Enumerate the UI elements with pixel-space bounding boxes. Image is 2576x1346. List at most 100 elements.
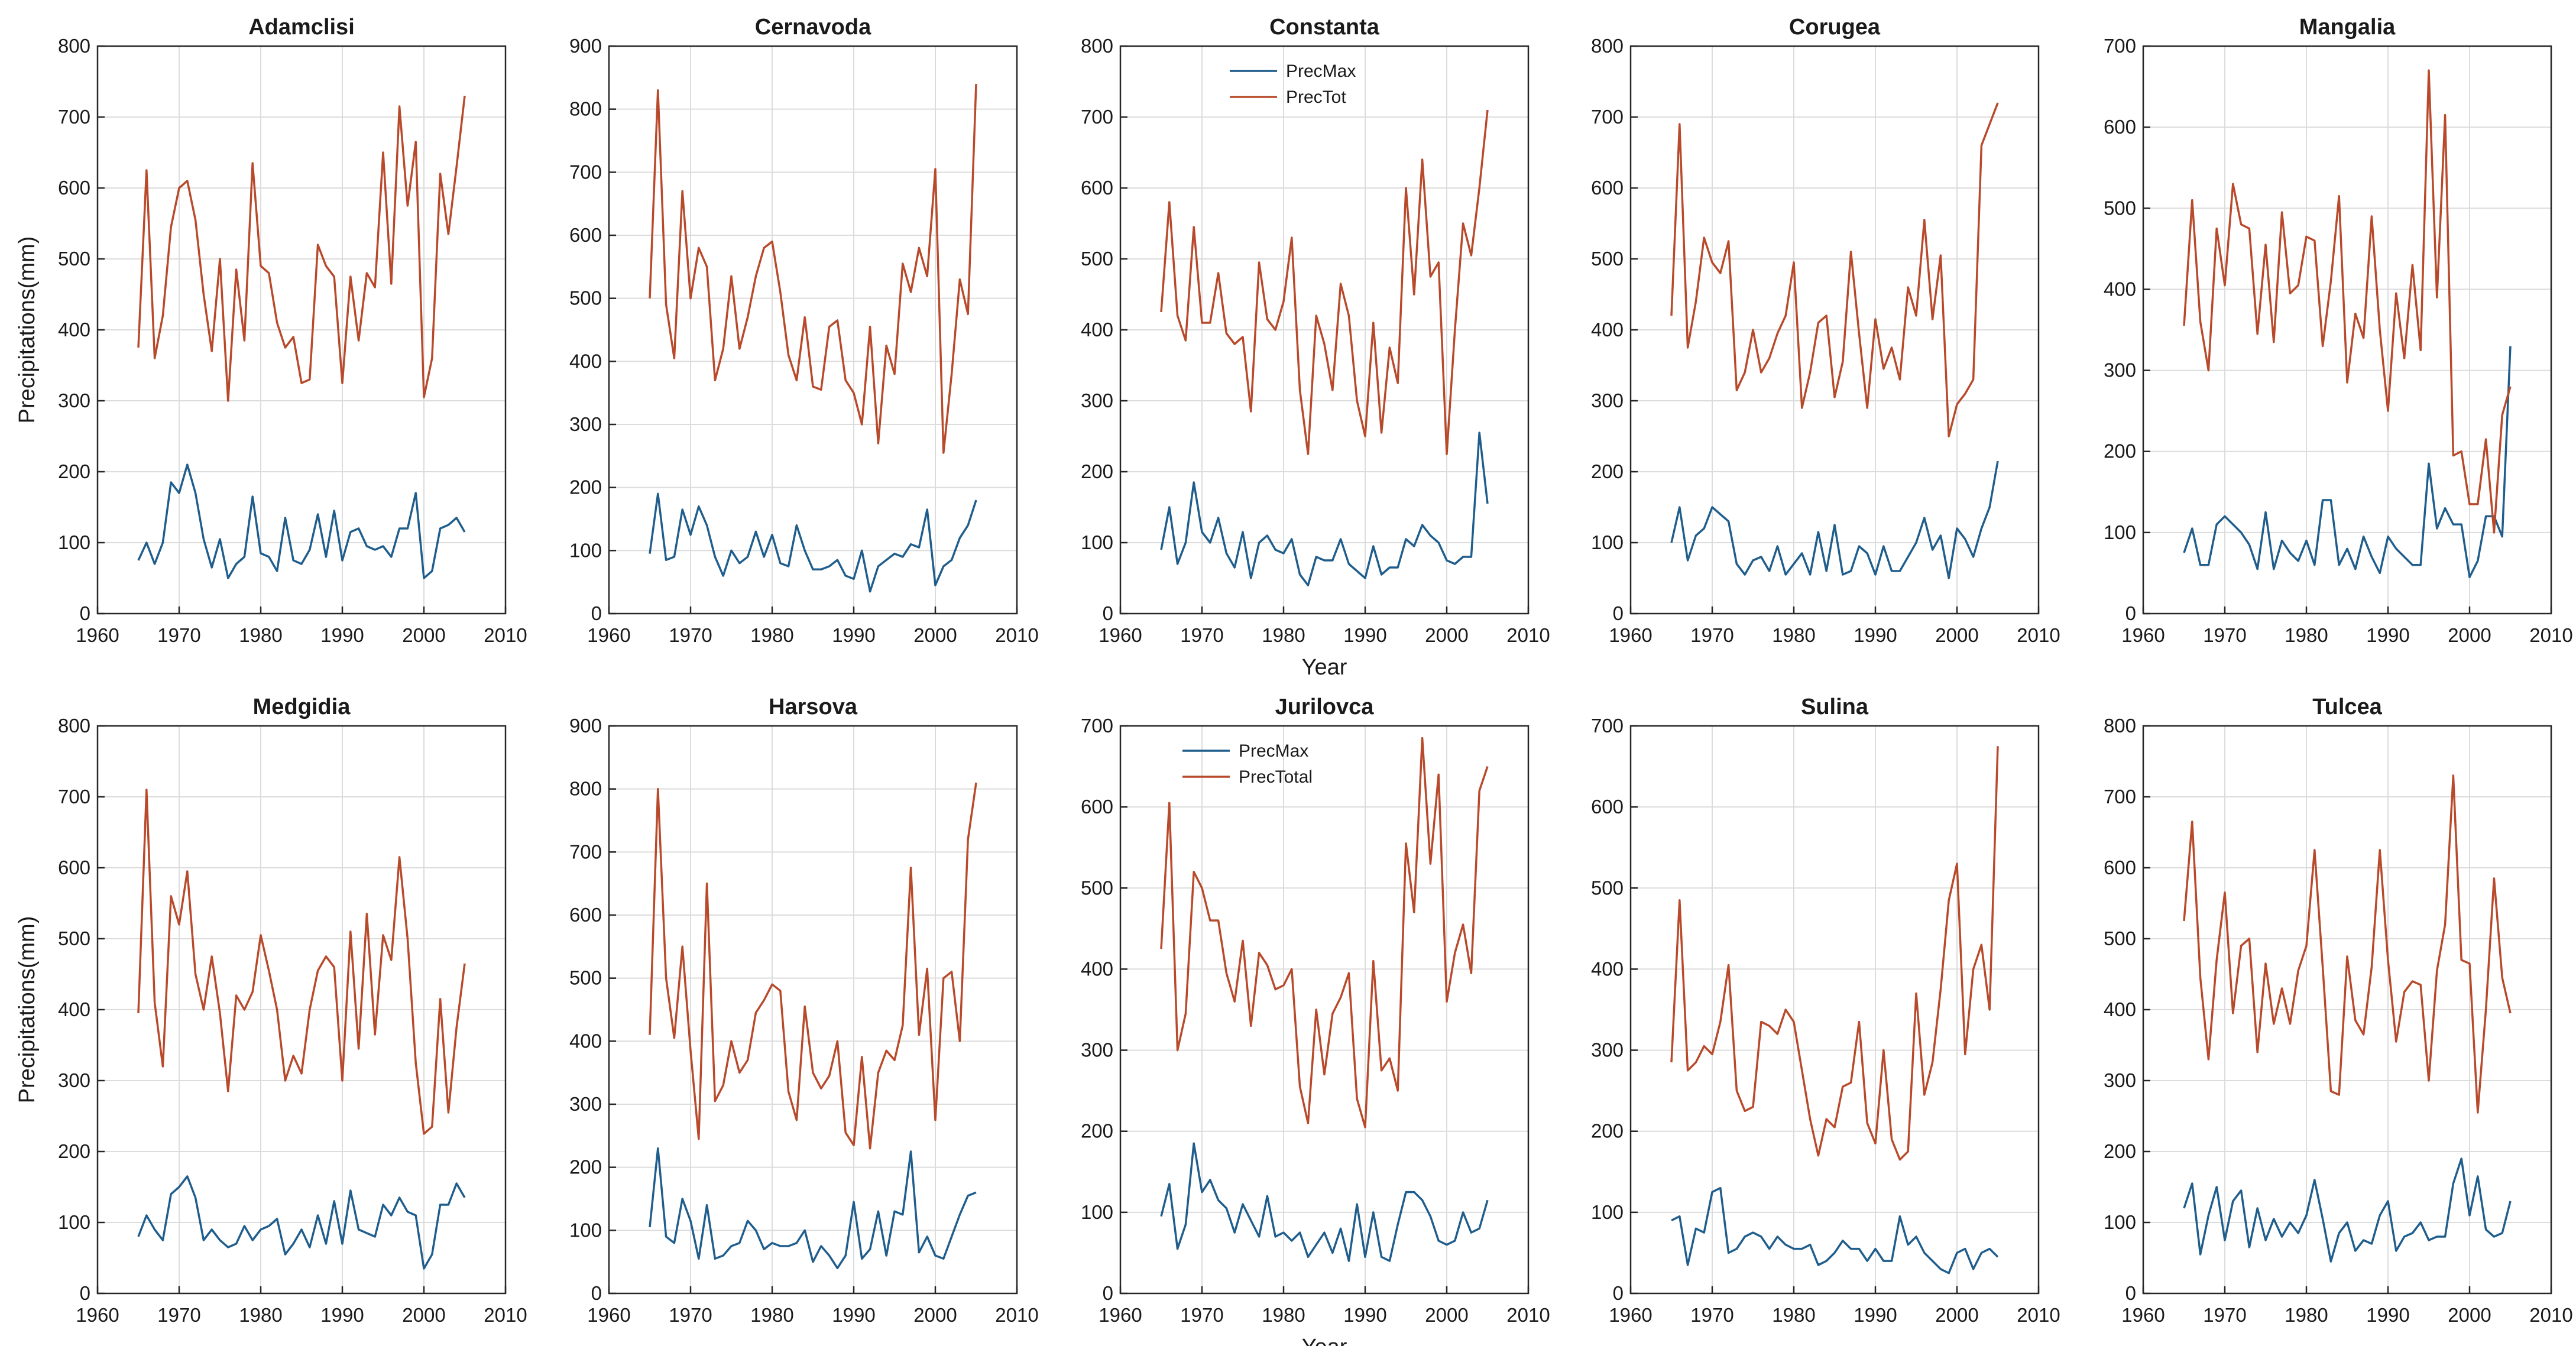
x-tick-label: 2000 (2448, 624, 2491, 646)
y-tick-label: 400 (569, 350, 602, 372)
panel-title: Adamclisi (248, 15, 355, 40)
x-tick-label: 1980 (2285, 624, 2328, 646)
x-tick-label: 1990 (2366, 1304, 2409, 1326)
y-tick-label: 500 (569, 287, 602, 309)
y-tick-label: 300 (569, 413, 602, 435)
x-tick-label: 1990 (320, 1304, 364, 1326)
x-tick-label: 1990 (832, 1304, 875, 1326)
x-tick-label: 1980 (1772, 624, 1815, 646)
y-tick-label: 700 (58, 786, 90, 807)
panel-title: Constanta (1269, 15, 1380, 40)
y-tick-label: 300 (58, 390, 90, 411)
y-tick-label: 400 (2104, 278, 2136, 300)
axes-frame (96, 725, 507, 1295)
x-tick-label: 2010 (2017, 1304, 2060, 1326)
y-tick-label: 0 (1103, 1282, 1113, 1304)
x-tick-label: 1970 (1180, 624, 1223, 646)
x-tick-label: 1970 (2203, 1304, 2246, 1326)
y-tick-label: 800 (2104, 715, 2136, 737)
y-tick-label: 700 (2104, 786, 2136, 807)
x-tick-label: 2000 (402, 1304, 445, 1326)
panel-jurilovca: 0 100 200 300 400 500 600 700 1960 1970 1980 1990 20… (1081, 695, 1550, 1346)
legend-entry-precmax: PrecMax (1239, 741, 1308, 761)
axes-frame (1119, 45, 1530, 615)
y-tick-label: 200 (1081, 460, 1113, 482)
x-tick-label: 1990 (1854, 624, 1897, 646)
y-tick-label: 200 (58, 460, 90, 482)
y-tick-label: 300 (569, 1093, 602, 1115)
y-tick-label: 0 (591, 602, 602, 624)
y-tick-label: 900 (569, 715, 602, 737)
y-tick-label: 700 (569, 841, 602, 862)
x-tick-label: 1960 (2121, 624, 2165, 646)
y-tick-label: 800 (58, 35, 90, 57)
axes-frame (2142, 725, 2552, 1295)
series-line-precmax (2183, 346, 2512, 579)
x-tick-label: 1980 (750, 1304, 793, 1326)
y-tick-label: 300 (58, 1069, 90, 1091)
y-tick-label: 500 (2104, 197, 2136, 219)
y-tick-label: 0 (2125, 602, 2136, 624)
plot-area (1631, 726, 2039, 1293)
y-tick-label: 400 (58, 319, 90, 340)
series-line-precmax (649, 1147, 977, 1270)
y-tick-label: 100 (1591, 531, 1624, 553)
x-tick-label: 1980 (1262, 624, 1305, 646)
series-line-precmax (1670, 460, 1999, 579)
y-tick-label: 500 (1591, 877, 1624, 899)
y-tick-label: 100 (1081, 531, 1113, 553)
panel-title: Cernavoda (755, 15, 871, 40)
y-tick-label: 400 (1591, 958, 1624, 980)
panel-cernavoda: 0 100 200 300 400 500 600 700 800 900 1960 1970 1980… (569, 15, 1039, 646)
series-line-prectotal (1160, 737, 1489, 1128)
y-tick-label: 400 (569, 1030, 602, 1052)
series-line-prectot (137, 789, 466, 1135)
legend-entry-precmax: PrecMax (1286, 61, 1356, 81)
y-tick-label: 100 (569, 539, 602, 561)
y-axis-label: Precipitations(mm) (15, 236, 40, 424)
y-tick-label: 400 (1081, 319, 1113, 340)
y-tick-label: 600 (1591, 796, 1624, 818)
y-tick-label: 600 (58, 857, 90, 878)
series-line-precmax (137, 1175, 466, 1270)
series-line-prectot (137, 95, 466, 402)
y-tick-label: 200 (2104, 440, 2136, 462)
axes-frame (96, 45, 507, 615)
y-tick-label: 0 (80, 602, 90, 624)
panel-mangalia: 0 100 200 300 400 500 600 700 1960 1970 1980 1990 20… (2104, 15, 2573, 646)
y-tick-label: 800 (569, 778, 602, 800)
x-tick-label: 2010 (1506, 624, 1550, 646)
axes-frame (1119, 725, 1530, 1295)
x-tick-label: 1990 (1343, 624, 1386, 646)
x-tick-label: 2000 (1935, 624, 1978, 646)
axes-frame (1629, 725, 2040, 1295)
series-line-prectot (649, 83, 977, 454)
y-tick-label: 500 (1081, 877, 1113, 899)
axes-frame (2142, 45, 2552, 615)
y-tick-label: 200 (569, 476, 602, 498)
series-line-precmax (649, 492, 977, 593)
y-tick-label: 500 (569, 967, 602, 989)
panel-tulcea: 0 100 200 300 400 500 600 700 800 1960 1970 1980 199… (2104, 695, 2573, 1326)
x-tick-label: 1960 (1609, 1304, 1652, 1326)
panel-constanta: 0 100 200 300 400 500 600 700 800 1960 1970 1980 199… (1081, 15, 1550, 680)
series-line-prectot (2183, 69, 2512, 534)
panel-title: Sulina (1801, 695, 1869, 719)
y-tick-label: 800 (58, 715, 90, 737)
x-tick-label: 1980 (2285, 1304, 2328, 1326)
x-tick-label: 1990 (832, 624, 875, 646)
y-tick-label: 0 (1103, 602, 1113, 624)
y-tick-label: 700 (1591, 715, 1624, 737)
series-line-precmax (1160, 1142, 1489, 1262)
y-tick-label: 300 (1081, 390, 1113, 411)
y-tick-label: 500 (1591, 248, 1624, 270)
series-line-precmax (1671, 1186, 1999, 1274)
y-tick-label: 100 (58, 531, 90, 553)
y-tick-label: 200 (1591, 460, 1624, 482)
y-tick-label: 0 (1613, 1282, 1624, 1304)
y-tick-label: 0 (591, 1282, 602, 1304)
y-tick-label: 700 (58, 106, 90, 128)
panel-title: Mangalia (2299, 15, 2396, 40)
y-tick-label: 700 (1081, 715, 1113, 737)
plot-area (1120, 726, 1528, 1293)
